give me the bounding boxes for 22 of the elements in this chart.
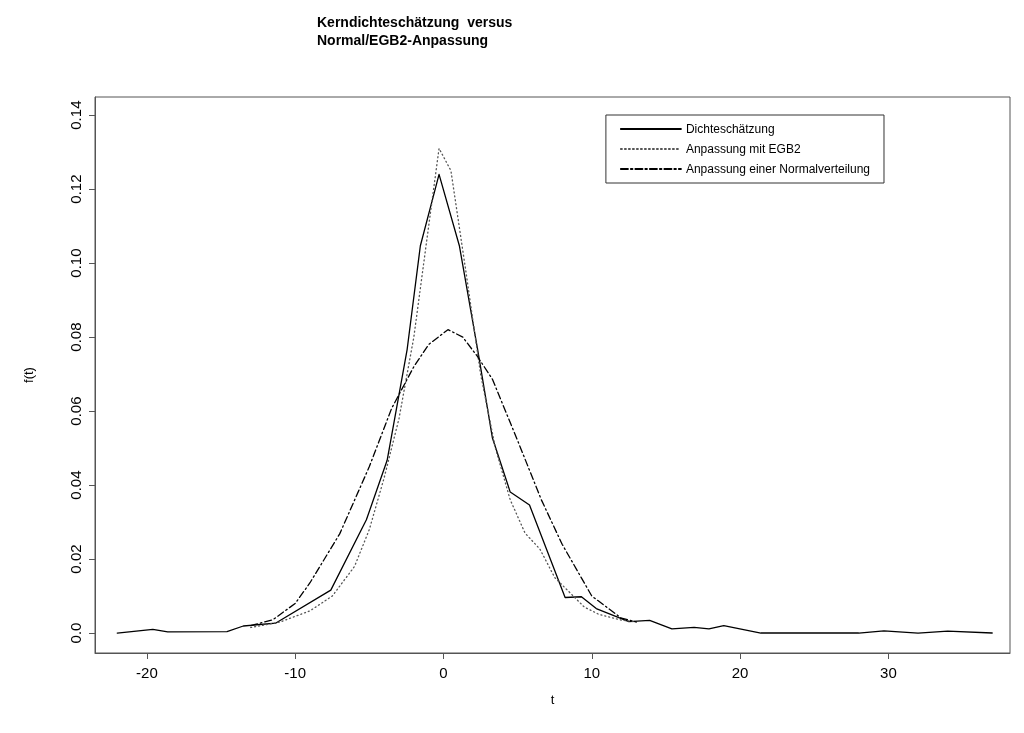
x-axis-title: t — [550, 692, 555, 707]
x-tick-label: 10 — [583, 664, 601, 681]
y-tick-label: 0.04 — [67, 470, 84, 500]
chart-title: Kerndichteschätzung versus Normal/EGB2-Anpassung — [317, 14, 513, 48]
x-tick-label: 30 — [880, 664, 897, 681]
y-tick-label: 0.12 — [67, 174, 84, 204]
line-series — [250, 329, 637, 627]
x-tick-label: -20 — [136, 664, 158, 681]
x-tick-label: 0 — [439, 664, 448, 681]
x-tick-label: -10 — [284, 664, 307, 681]
y-tick-label: 0.14 — [67, 100, 84, 130]
y-tick-label: 0.06 — [67, 396, 84, 426]
line-series — [250, 147, 637, 629]
y-tick-label: 0.02 — [67, 544, 84, 574]
y-tick-label: 0.08 — [67, 322, 84, 352]
x-tick-label: 20 — [731, 664, 749, 681]
legend-label: Dichteschätzung — [685, 122, 775, 136]
y-tick-label: 0.0 — [67, 622, 84, 644]
legend-label: Anpassung mit EGB2 — [685, 142, 801, 156]
y-tick-label: 0.10 — [67, 248, 84, 278]
legend-label: Anpassung einer Normalverteilung — [685, 162, 871, 176]
y-axis-title: f(t) — [21, 367, 36, 383]
